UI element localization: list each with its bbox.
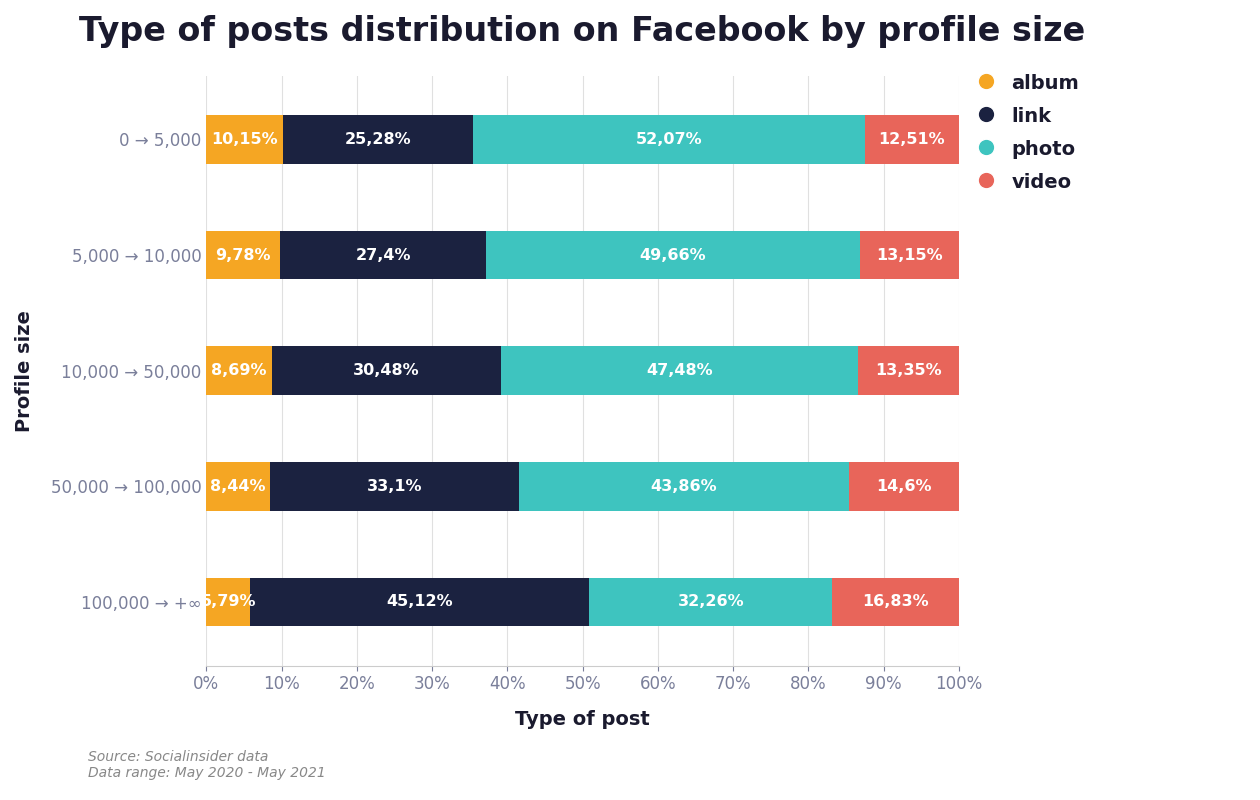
Bar	[207, 578, 249, 626]
Bar	[249, 578, 590, 626]
Text: 43,86%: 43,86%	[650, 479, 717, 494]
Text: 8,44%: 8,44%	[210, 479, 266, 494]
Bar	[833, 578, 959, 626]
Text: 32,26%: 32,26%	[678, 594, 745, 610]
Bar	[280, 230, 486, 279]
Text: 16,83%: 16,83%	[862, 594, 929, 610]
Bar	[590, 578, 833, 626]
Text: Source: Socialinsider data
Data range: May 2020 - May 2021: Source: Socialinsider data Data range: M…	[88, 750, 326, 780]
Text: 12,51%: 12,51%	[878, 132, 945, 147]
Y-axis label: Profile size: Profile size	[15, 310, 34, 432]
Text: 5,79%: 5,79%	[200, 594, 256, 610]
Text: 27,4%: 27,4%	[355, 247, 411, 262]
Text: 9,78%: 9,78%	[215, 247, 271, 262]
Text: 33,1%: 33,1%	[367, 479, 422, 494]
Bar	[270, 462, 519, 510]
Bar	[859, 230, 959, 279]
Bar	[864, 115, 959, 164]
Bar	[501, 346, 858, 395]
Bar	[486, 230, 859, 279]
Text: 25,28%: 25,28%	[344, 132, 411, 147]
Bar	[472, 115, 864, 164]
Text: 10,15%: 10,15%	[212, 132, 277, 147]
Text: 45,12%: 45,12%	[387, 594, 454, 610]
Text: 52,07%: 52,07%	[635, 132, 702, 147]
Bar	[282, 115, 472, 164]
Bar	[519, 462, 849, 510]
Text: 30,48%: 30,48%	[353, 363, 420, 378]
Legend: album, link, photo, video: album, link, photo, video	[976, 74, 1079, 192]
Text: 47,48%: 47,48%	[646, 363, 713, 378]
X-axis label: Type of post: Type of post	[515, 710, 650, 729]
Text: 49,66%: 49,66%	[640, 247, 707, 262]
Bar	[272, 346, 501, 395]
Bar	[849, 462, 959, 510]
Bar	[207, 346, 272, 395]
Bar	[207, 115, 282, 164]
Bar	[207, 230, 280, 279]
Text: 13,35%: 13,35%	[876, 363, 942, 378]
Text: 13,15%: 13,15%	[876, 247, 942, 262]
Bar	[858, 346, 959, 395]
Title: Type of posts distribution on Facebook by profile size: Type of posts distribution on Facebook b…	[79, 15, 1086, 48]
Text: 8,69%: 8,69%	[212, 363, 267, 378]
Bar	[207, 462, 270, 510]
Text: 14,6%: 14,6%	[876, 479, 931, 494]
